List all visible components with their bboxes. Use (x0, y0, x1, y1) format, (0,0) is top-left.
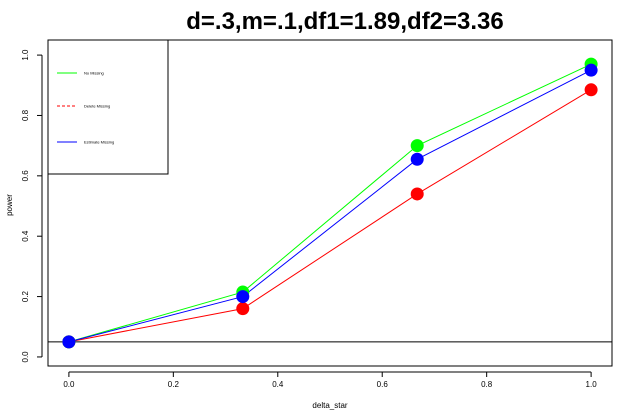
x-tick-label: 0.8 (481, 380, 493, 389)
x-tick-label: 0.0 (63, 380, 75, 389)
y-tick-label: 0.8 (21, 109, 30, 121)
x-tick-label: 1.0 (586, 380, 598, 389)
y-tick-label: 1.0 (21, 49, 30, 61)
legend-label: No Missing (84, 71, 104, 76)
y-tick-label: 0.6 (21, 170, 30, 182)
series-line (68, 69, 592, 343)
x-axis-label: delta_star (312, 401, 347, 410)
x-tick-label: 0.6 (377, 380, 389, 389)
chart-title: d=.3,m=.1,df1=1.89,df2=3.36 (186, 8, 504, 35)
axes: 0.0 0.2 0.4 0.6 0.8 1.0 0.0 0.2 0.4 0.6 0.8 1.0 (21, 49, 597, 389)
legend-label: Estimate Missing (84, 140, 114, 145)
series-point (236, 302, 250, 316)
y-axis-label: power (5, 194, 14, 216)
plot-area-frame (47, 39, 613, 367)
series-point (410, 139, 424, 153)
x-tick-label: 0.4 (272, 380, 284, 389)
series-line (68, 89, 592, 343)
series-point (584, 63, 598, 77)
series-point (236, 290, 250, 304)
series-point (410, 152, 424, 166)
legend-box (47, 39, 169, 175)
series-point (62, 335, 76, 349)
series-point (410, 187, 424, 201)
series-point (584, 83, 598, 97)
y-tick-label: 0.0 (21, 351, 30, 363)
y-tick-label: 0.4 (21, 230, 30, 242)
legend-label: Delete Missing (84, 104, 110, 109)
series-group (62, 57, 598, 349)
series-line (68, 63, 592, 343)
legend: No Missing Delete Missing Estimate Missing (47, 39, 169, 175)
y-tick-label: 0.2 (21, 290, 30, 302)
x-tick-label: 0.2 (168, 380, 180, 389)
